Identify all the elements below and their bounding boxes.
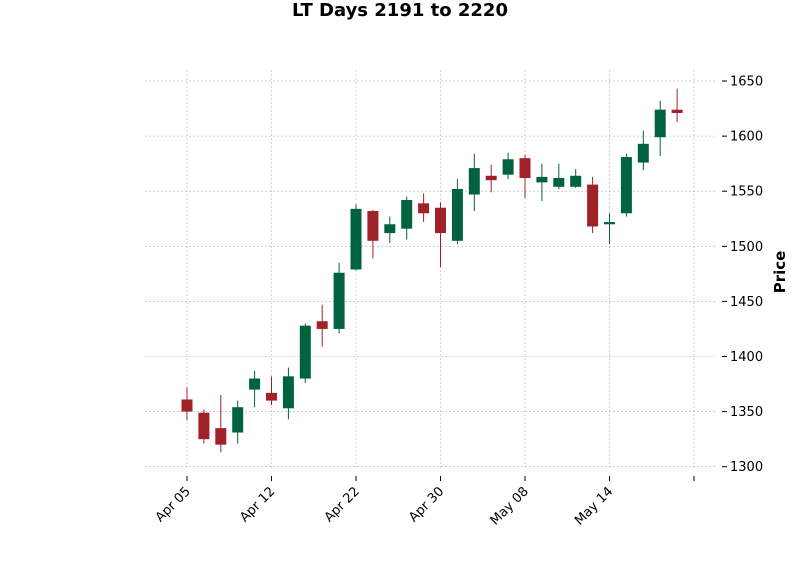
candle-up [637,130,649,171]
candle-body [350,208,362,270]
candle-body [333,272,345,329]
candle-up [620,153,632,217]
grid-lines [145,70,715,470]
candle-down [316,304,328,347]
x-tick-label: May 08 [488,484,532,528]
candle-body [570,175,582,187]
candle-body [671,109,683,113]
candle-body [215,428,227,445]
candle-body [401,200,413,229]
candle-body [536,176,548,183]
candle-up [468,153,480,212]
candle-body [367,211,379,241]
candle-down [587,176,599,234]
y-tick-label: 1650 [730,75,763,90]
candle-down [418,193,430,223]
candle-body [249,378,261,390]
x-tick-label: Apr 12 [237,484,278,525]
candle-up [536,163,548,202]
candle-body [620,157,632,214]
candle-body [468,168,480,195]
candle-down [266,376,277,405]
candle-down [215,395,227,453]
y-tick-label: 1600 [730,130,763,145]
candle-up [384,216,396,244]
x-tick-label: Apr 30 [406,484,447,525]
candle-body [435,207,446,234]
candle-up [333,262,345,334]
candle-body [519,158,531,178]
candle-up [553,163,565,190]
y-tick-label: 1500 [730,240,763,255]
candle-up [249,370,261,408]
candle-up [282,367,294,420]
candle-body [181,399,193,412]
candle-up [451,179,463,245]
candle-body [637,143,649,163]
candle-down [519,154,531,198]
y-tick-label: 1300 [730,460,763,475]
y-tick-label: 1450 [730,295,763,310]
candle-body [604,222,615,225]
candle-down [181,387,193,421]
y-tick-label: 1400 [730,350,763,365]
candle-up [299,323,311,383]
x-tick-label: Apr 22 [322,484,363,525]
candle-down [485,164,497,193]
candle-body [198,412,210,440]
x-tick-label: May 14 [572,484,616,528]
candle-body [384,224,396,234]
candle-body [451,189,463,241]
candle-up [401,196,413,240]
y-tick-label: 1350 [730,405,763,420]
candle-body [418,203,430,214]
candle-body [299,325,311,379]
x-tick-label: Apr 05 [153,484,194,525]
candle-body [502,159,514,175]
candle-body [553,177,565,187]
candle-down [367,209,379,259]
candle-body [282,376,294,409]
candle-up [654,100,666,156]
candle-down [198,409,210,444]
candle-body [232,407,244,433]
candle-up [604,213,615,245]
candle-up [350,204,362,271]
candle-down [671,88,683,122]
y-axis-title: Price [771,251,789,294]
candle-body [485,175,497,181]
candle-up [570,169,582,188]
candle-down [435,202,446,268]
candle-body [266,392,277,401]
candles [181,88,683,453]
candle-body [654,109,666,138]
candle-body [587,184,599,227]
y-tick-label: 1550 [730,185,763,200]
chart-title: LT Days 2191 to 2220 [292,0,508,21]
candle-up [232,400,244,444]
candle-up [502,152,514,180]
candle-body [316,321,328,329]
